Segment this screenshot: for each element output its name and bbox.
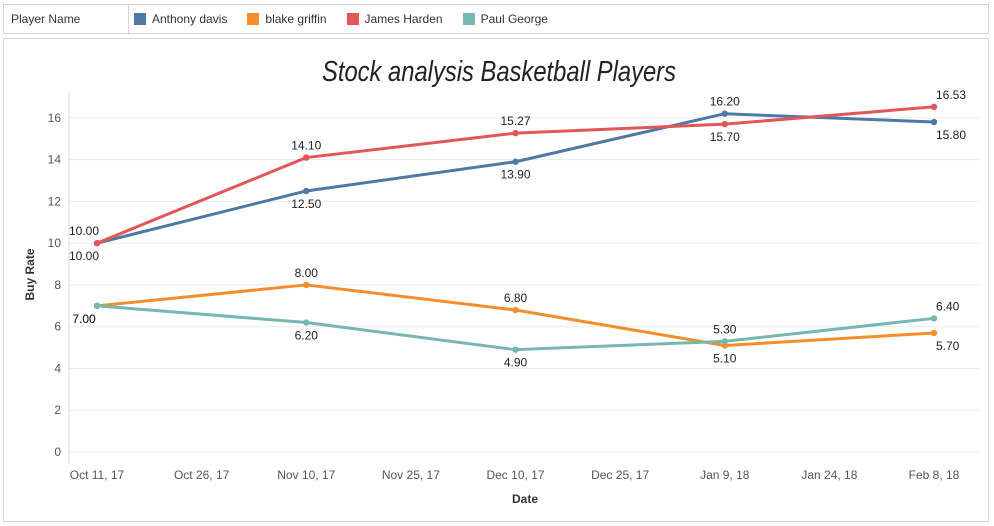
data-label: 5.30 <box>713 322 737 336</box>
legend-label: James Harden <box>364 12 443 26</box>
data-point <box>512 129 519 137</box>
data-label: 6.20 <box>295 329 319 343</box>
y-axis-label: Buy Rate <box>23 248 37 300</box>
data-point <box>512 346 519 353</box>
data-point <box>93 239 101 247</box>
y-tick-label: 6 <box>54 320 61 334</box>
y-tick-label: 2 <box>54 403 61 417</box>
x-tick-label: Nov 25, 17 <box>382 468 440 482</box>
data-label: 13.90 <box>500 168 530 182</box>
data-point <box>303 319 310 326</box>
data-point <box>93 302 101 310</box>
data-label: 5.70 <box>936 339 960 353</box>
legend-swatch <box>462 13 475 25</box>
data-label: 15.27 <box>500 114 530 128</box>
legend-swatch <box>247 13 260 25</box>
data-point <box>512 158 519 165</box>
data-label: 16.53 <box>936 88 966 102</box>
y-tick-label: 16 <box>48 111 62 125</box>
legend-field-label: Player Name <box>4 5 129 33</box>
data-label: 10.00 <box>69 249 99 263</box>
data-point <box>721 120 728 128</box>
y-tick-label: 8 <box>54 278 61 292</box>
data-point <box>721 338 728 345</box>
data-point <box>303 187 310 195</box>
data-point <box>721 110 728 117</box>
chart-panel: Stock analysis Basketball Players 0 2 4 6 8 10… <box>3 38 989 522</box>
y-tick-label: 14 <box>48 153 62 167</box>
data-label: 6.40 <box>936 299 960 313</box>
legend-label: blake griffin <box>265 12 327 26</box>
data-label: 6.80 <box>504 291 528 305</box>
legend-items: Anthony davis blake griffin James Harden Pa… <box>134 5 568 33</box>
x-tick-label: Oct 11, 17 <box>70 468 125 482</box>
x-tick-label: Dec 10, 17 <box>486 468 544 482</box>
data-label: 10.00 <box>69 224 99 238</box>
chart-title: Stock analysis Basketball Players <box>322 55 676 88</box>
data-point <box>512 306 519 314</box>
legend-bar: Player Name Anthony davis blake griffin Ja… <box>3 4 989 34</box>
x-axis-label: Date <box>512 492 538 506</box>
data-point <box>303 154 310 161</box>
data-label: 5.10 <box>713 352 737 366</box>
y-tick-label: 12 <box>48 194 62 208</box>
x-tick-label: Jan 24, 18 <box>801 468 857 482</box>
data-label: 15.80 <box>936 128 966 142</box>
data-point <box>930 118 938 126</box>
y-tick-label: 0 <box>54 445 61 459</box>
data-label: 4.90 <box>504 356 528 370</box>
data-label: 16.20 <box>710 95 740 109</box>
data-point <box>303 281 310 289</box>
x-tick-label: Dec 25, 17 <box>591 468 649 482</box>
legend-item[interactable]: Anthony davis <box>134 12 227 26</box>
y-tick-label: 4 <box>54 361 61 375</box>
x-tick-label: Feb 8, 18 <box>909 468 960 482</box>
data-label: 7.00 <box>72 312 96 326</box>
legend-swatch <box>346 13 359 25</box>
data-point <box>930 315 938 322</box>
data-point <box>930 329 938 337</box>
legend-item[interactable]: blake griffin <box>247 12 327 26</box>
data-point <box>930 103 938 111</box>
x-tick-label: Nov 10, 17 <box>277 468 335 482</box>
legend-item[interactable]: Paul George <box>462 12 548 26</box>
data-label: 15.70 <box>710 130 740 144</box>
legend-swatch <box>134 13 146 25</box>
x-tick-label: Oct 26, 17 <box>174 468 230 482</box>
data-label: 7.00 <box>72 312 96 326</box>
y-tick-label: 10 <box>48 236 62 250</box>
data-label: 14.10 <box>291 139 321 153</box>
data-label: 8.00 <box>295 266 319 280</box>
legend-label: Paul George <box>480 12 548 26</box>
legend-label: Anthony davis <box>152 12 228 26</box>
legend-item[interactable]: James Harden <box>346 12 443 26</box>
line-chart: Stock analysis Basketball Players 0 2 4 6 8 10… <box>23 55 979 506</box>
data-label: 12.50 <box>291 197 321 211</box>
x-tick-label: Jan 9, 18 <box>700 468 750 482</box>
